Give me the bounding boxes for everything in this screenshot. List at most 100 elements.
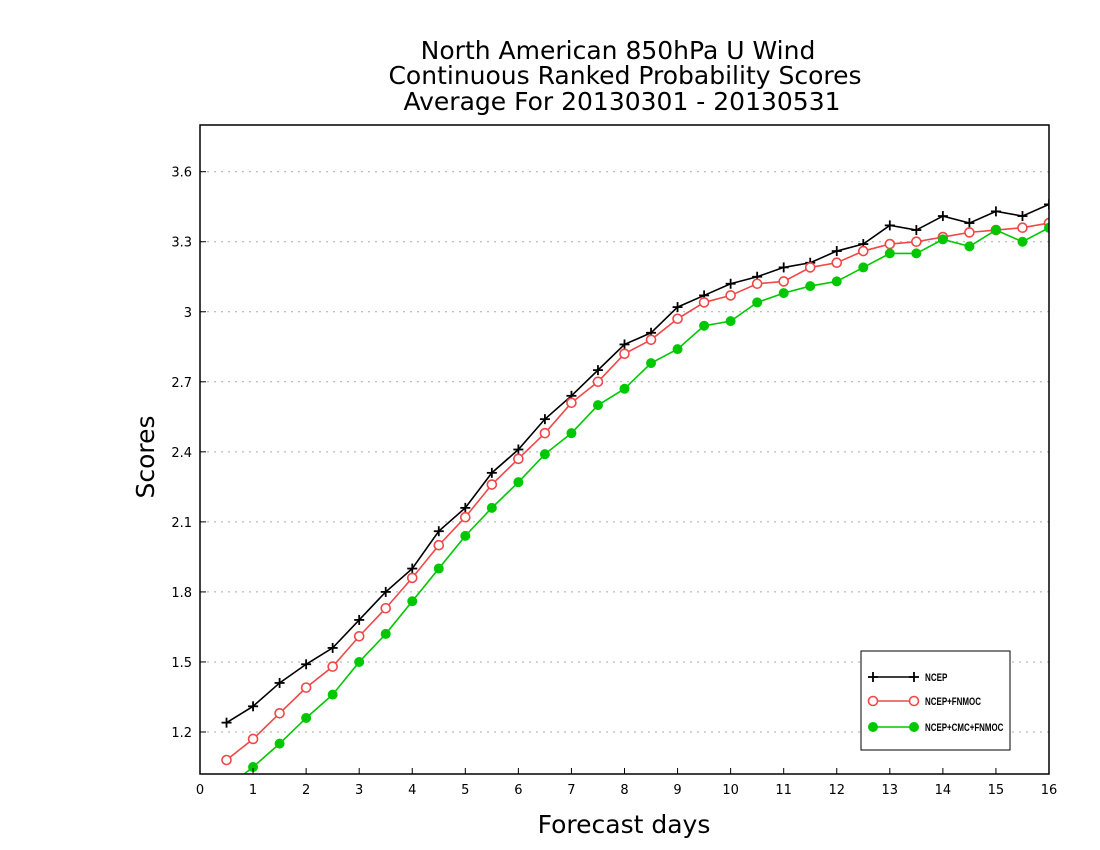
data-point: [725, 316, 736, 327]
data-point: [566, 428, 577, 439]
data-point: [619, 383, 630, 394]
data-point: [911, 225, 922, 236]
gridlines: [200, 171, 1049, 733]
data-point: [539, 449, 550, 460]
data-point: [911, 248, 922, 259]
data-point: [1017, 222, 1028, 234]
y-tick-label: 1.2: [171, 726, 192, 741]
y-axis-title: Scores: [131, 415, 160, 498]
data-point: [566, 397, 577, 409]
data-point: [460, 511, 471, 523]
x-axis-tick-labels: 0 1 2 3 4 5 6 7 8 9 10 11 12 13 14 15 16: [196, 783, 1057, 798]
y-tick-label: 1.5: [171, 656, 192, 671]
data-point: [539, 427, 551, 439]
x-tick-label: 3: [355, 783, 363, 798]
data-point: [301, 659, 312, 670]
axis-ticks: [199, 171, 1050, 774]
data-point: [222, 784, 231, 793]
data-point: [884, 220, 895, 231]
y-tick-label: 3.6: [171, 166, 192, 181]
chart-title-line-3: Average For 20130301 - 20130531: [403, 87, 840, 116]
data-point: [327, 642, 338, 653]
data-point: [460, 502, 471, 513]
legend-marker: [867, 695, 879, 707]
x-tick-label: 13: [882, 783, 899, 798]
data-point: [699, 320, 710, 331]
chart-title-line-1: North American 850hPa U Wind: [421, 36, 816, 65]
data-point: [831, 276, 842, 287]
legend-marker: [909, 672, 919, 682]
data-point: [619, 348, 630, 360]
data-point: [831, 246, 842, 257]
data-point: [698, 297, 710, 308]
data-point: [1017, 211, 1028, 222]
data-point: [646, 358, 657, 369]
data-point: [592, 365, 603, 376]
data-point: [990, 206, 1001, 217]
data-point: [804, 262, 816, 273]
data-point: [433, 526, 444, 537]
x-tick-label: 5: [461, 783, 469, 798]
data-point: [857, 245, 869, 257]
data-point: [513, 444, 524, 455]
legend-item: NCEP: [868, 672, 947, 684]
data-point: [513, 477, 524, 488]
data-point: [486, 479, 498, 490]
series-ncep-fnmoc: [221, 217, 1049, 766]
data-point: [406, 572, 418, 584]
data-point: [354, 614, 365, 625]
data-point: [247, 733, 259, 745]
x-tick-label: 1: [249, 783, 257, 798]
legend-marker: [908, 695, 920, 707]
data-point: [752, 297, 763, 308]
legend-marker: [909, 722, 919, 732]
data-point: [539, 414, 550, 425]
legend-label: NCEP+FNMOC: [925, 696, 981, 708]
x-tick-label: 10: [722, 783, 739, 798]
y-axis-tick-labels: 1.2 1.5 1.8 2.1 2.4 2.7 3 3.3 3.6: [171, 166, 192, 741]
legend-marker: [868, 672, 878, 682]
data-point: [911, 236, 922, 248]
y-tick-label: 3: [184, 306, 192, 321]
legend-marker: [868, 722, 878, 732]
data-point: [778, 276, 789, 287]
data-point: [301, 712, 312, 723]
x-tick-label: 2: [302, 783, 310, 798]
y-tick-label: 1.8: [171, 586, 192, 601]
data-point: [486, 467, 497, 478]
data-point: [1044, 222, 1049, 233]
data-point: [964, 218, 975, 229]
legend-label: NCEP: [925, 672, 947, 684]
data-point: [645, 334, 657, 346]
data-point: [433, 539, 445, 551]
data-point: [353, 630, 365, 642]
x-axis-title: Forecast days: [538, 810, 711, 839]
x-tick-label: 9: [673, 783, 681, 798]
legend: NCEP NCEP+FNMOC NCEP+CMC+FNMOC: [860, 650, 1011, 751]
x-tick-label: 15: [988, 783, 1005, 798]
x-tick-label: 4: [408, 783, 416, 798]
data-point: [221, 717, 232, 728]
data-point: [354, 656, 365, 667]
data-point: [751, 278, 763, 290]
data-point: [778, 288, 789, 299]
data-point: [221, 754, 232, 766]
data-point: [380, 602, 392, 614]
data-point: [274, 738, 285, 749]
y-tick-label: 2.1: [171, 516, 192, 531]
legend-item: NCEP+CMC+FNMOC: [868, 722, 1003, 734]
x-tick-label: 7: [567, 783, 575, 798]
x-tick-label: 16: [1041, 783, 1058, 798]
data-point: [778, 262, 789, 273]
data-point: [300, 682, 312, 693]
data-point: [990, 225, 1001, 236]
data-point: [460, 530, 471, 541]
data-point: [884, 238, 896, 250]
legend-label: NCEP+CMC+FNMOC: [925, 722, 1003, 734]
data-point: [274, 677, 285, 688]
data-point: [672, 344, 683, 355]
data-point: [725, 290, 736, 301]
data-point: [964, 227, 975, 238]
series-ncep-cmc-fnmoc: [222, 222, 1049, 793]
